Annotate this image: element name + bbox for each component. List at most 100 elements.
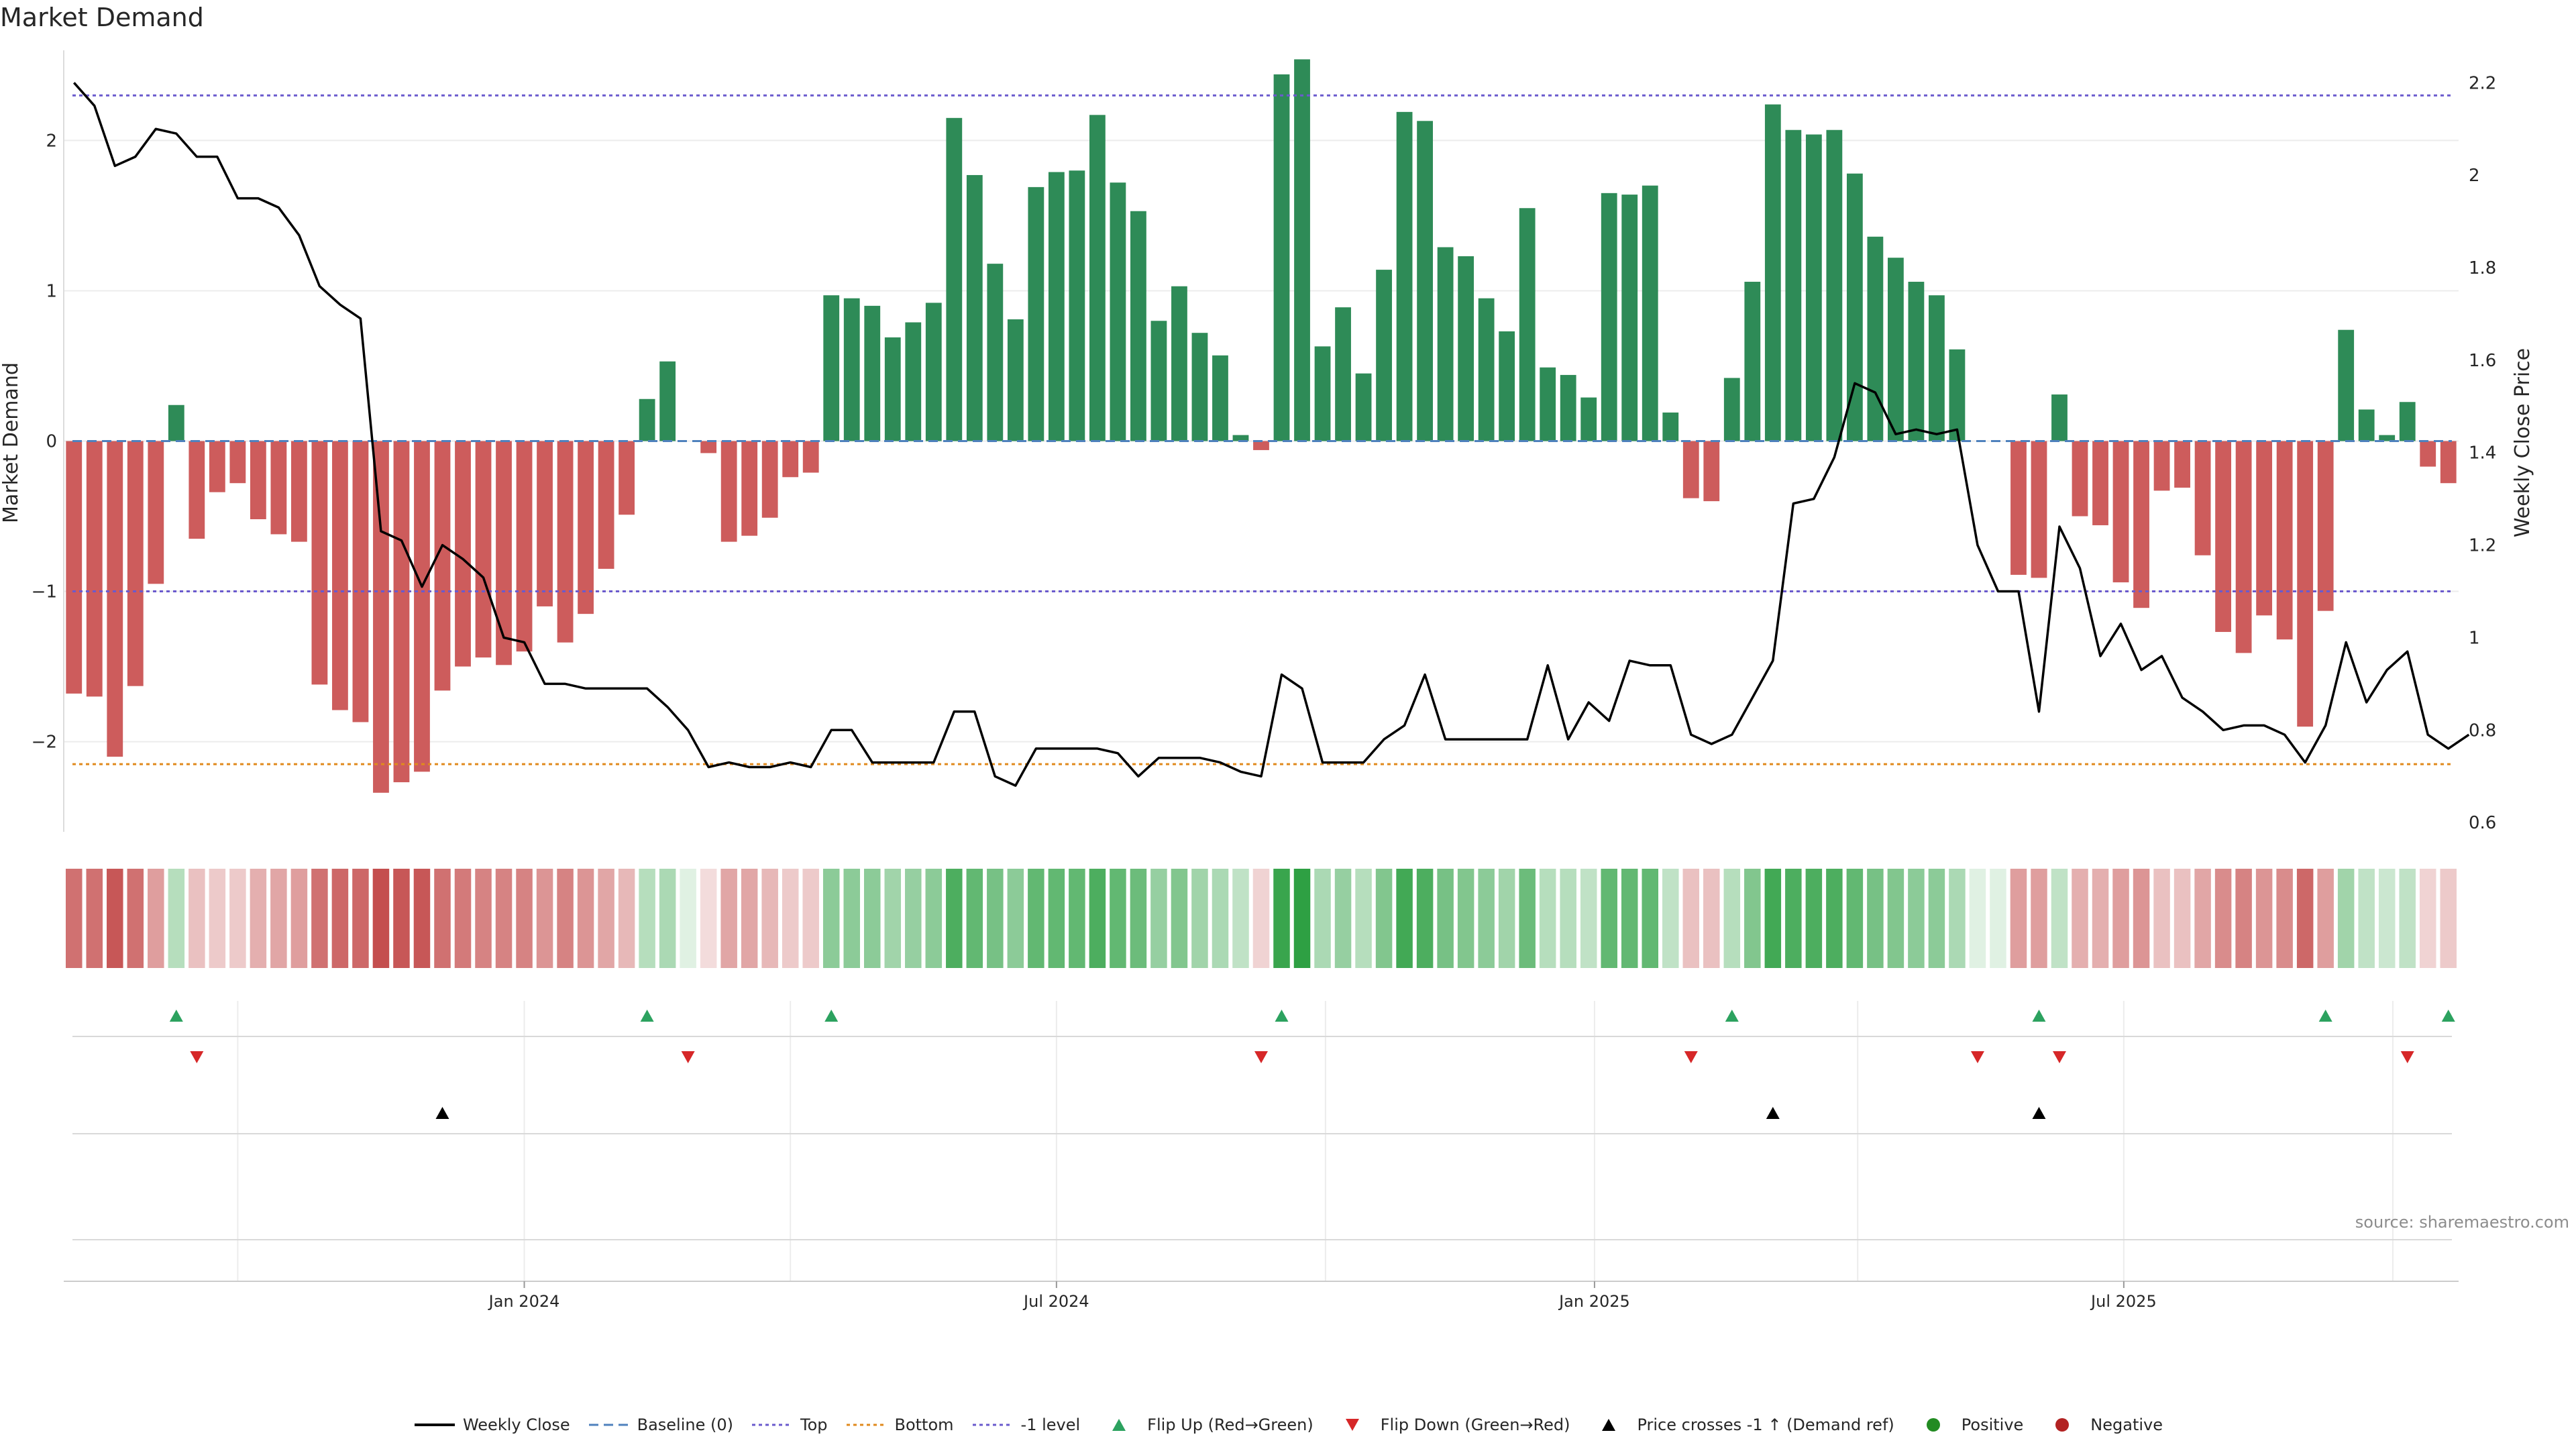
heat-cell (1867, 869, 1884, 968)
legend-symbol (1112, 1419, 1126, 1431)
right-tick-label: 2 (2469, 166, 2480, 186)
heat-cell (352, 869, 369, 968)
heat-cell (577, 869, 594, 968)
positive-demand-bar (1273, 74, 1290, 441)
heat-cell (1723, 869, 1741, 968)
negative-demand-bar (1253, 441, 1269, 450)
heat-cell (1621, 869, 1638, 968)
heat-cell (925, 869, 943, 968)
negative-demand-bar (557, 441, 574, 643)
negative-demand-bar (475, 441, 492, 658)
negative-demand-bar (2031, 441, 2047, 578)
negative-demand-bar (2317, 441, 2334, 611)
positive-demand-bar (1805, 134, 1822, 441)
positive-demand-bar (1929, 295, 1945, 441)
heat-cell (946, 869, 963, 968)
negative-demand-bar (86, 441, 103, 697)
negative-demand-bar (2010, 441, 2027, 575)
legend-label: -1 level (1020, 1415, 1081, 1434)
price-layer (72, 82, 2470, 787)
heat-cell (1498, 869, 1515, 968)
positive-demand-bar (2399, 402, 2416, 441)
positive-demand-bar (1355, 373, 1372, 441)
heat-cell (2153, 869, 2170, 968)
legend-symbol (752, 1424, 792, 1426)
negative-demand-bar (1682, 441, 1699, 498)
heat-cell (1273, 869, 1290, 968)
negative-demand-bar (352, 441, 369, 722)
negative-demand-bar (332, 441, 348, 710)
negative-demand-bar (414, 441, 430, 772)
negative-demand-bar (2133, 441, 2149, 608)
x-axis: Jan 2024 Jul 2024 Jan 2025 Jul 2025 (64, 1281, 2459, 1311)
negative-demand-bar (2153, 441, 2170, 491)
heat-cell (680, 869, 696, 968)
weekly-close-line (72, 82, 2470, 787)
legend-symbol (1926, 1418, 1940, 1432)
heat-cell (1130, 869, 1147, 968)
heat-cell (372, 869, 390, 968)
positive-demand-bar (1949, 349, 1966, 441)
heat-cell (290, 869, 308, 968)
demand-heat-strip (66, 869, 2457, 968)
positive-demand-bar (1191, 333, 1208, 441)
positive-demand-bar (1314, 346, 1331, 441)
positive-demand-bar (1723, 378, 1740, 441)
left-tick-label: 0 (46, 432, 57, 452)
negative-demand-bar (393, 441, 410, 783)
y2-axis-label: Weekly Close Price (2511, 348, 2534, 537)
positive-demand-bar (1048, 172, 1065, 441)
heat-cell (2255, 869, 2273, 968)
heat-cell (1642, 869, 1658, 968)
heat-cell (2276, 869, 2293, 968)
negative-demand-bar (2256, 441, 2273, 616)
price-cross-marker (1766, 1107, 1780, 1119)
right-tick-label: 1.8 (2469, 258, 2496, 278)
positive-demand-bar (823, 295, 840, 441)
positive-demand-bar (1396, 111, 1413, 441)
positive-demand-bar (1335, 307, 1351, 441)
flip-up-marker (1725, 1010, 1739, 1022)
positive-demand-bar (1580, 397, 1597, 441)
heat-cell (1662, 869, 1679, 968)
heat-cell (86, 869, 103, 968)
legend-item: Positive (1912, 1415, 2023, 1434)
heat-cell (2010, 869, 2027, 968)
positive-demand-bar (2338, 329, 2355, 441)
heat-cell (2317, 869, 2334, 968)
positive-demand-bar (1232, 435, 1249, 441)
heat-cell (864, 869, 881, 968)
heat-cell (720, 869, 737, 968)
heat-cell (1314, 869, 1331, 968)
positive-demand-bar (1376, 270, 1392, 441)
positive-demand-bar (1171, 286, 1187, 441)
negative-demand-bar (2440, 441, 2457, 484)
x-tick-label: Jul 2025 (2090, 1292, 2157, 1311)
heat-cell (2214, 869, 2232, 968)
heat-cell (475, 869, 492, 968)
legend-label: Bottom (894, 1415, 954, 1434)
positive-demand-bar (1785, 129, 1802, 441)
negative-demand-bar (720, 441, 737, 542)
positive-demand-bar (905, 322, 922, 441)
legend-item: Weekly Close (413, 1415, 570, 1434)
negative-demand-bar (209, 441, 225, 492)
positive-demand-bar (1028, 186, 1044, 441)
positive-demand-bar (659, 361, 676, 441)
right-tick-label: 0.8 (2469, 720, 2496, 741)
heat-cell (843, 869, 860, 968)
negative-demand-bar (496, 441, 512, 665)
flip-down-marker (1970, 1051, 1984, 1063)
heat-cell (2072, 869, 2088, 968)
negative-demand-bar (516, 441, 533, 652)
right-tick-label: 1.4 (2469, 443, 2496, 464)
x-tick-label: Jul 2024 (1022, 1292, 1089, 1311)
negative-demand-bar (311, 441, 328, 685)
heat-cell (2133, 869, 2150, 968)
negative-demand-bar (455, 441, 471, 667)
negative-demand-bar (2194, 441, 2211, 555)
legend-symbol (588, 1424, 629, 1426)
positive-demand-bar (1744, 282, 1761, 441)
flip-down-marker (2053, 1051, 2066, 1063)
negative-demand-bar (578, 441, 594, 614)
